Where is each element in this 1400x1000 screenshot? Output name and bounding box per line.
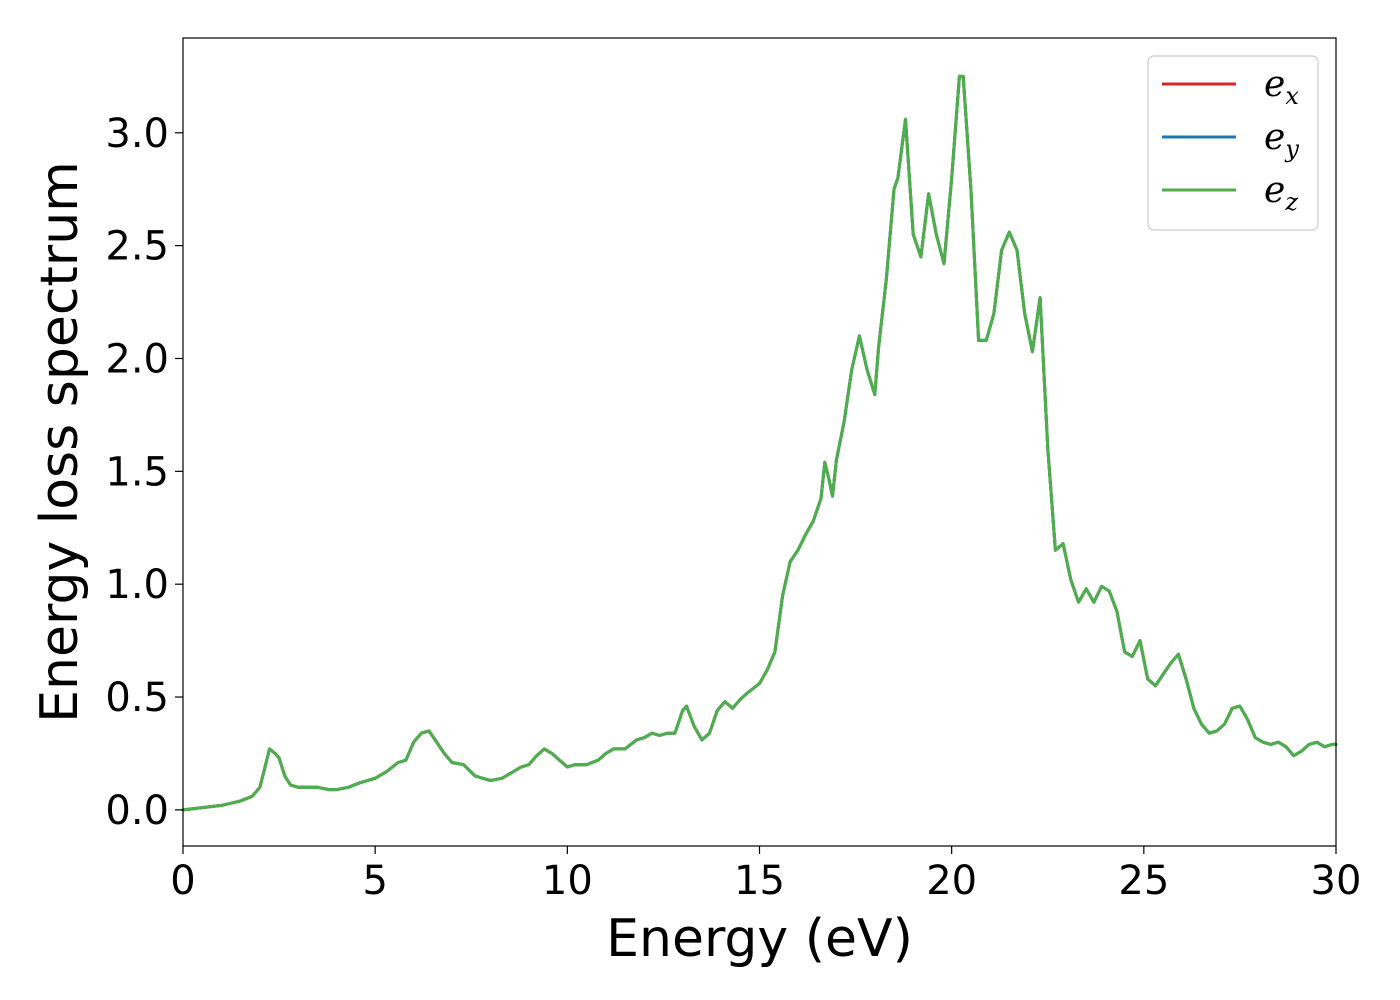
series-lines [181,74,1338,812]
y-tick-label: 0.5 [105,675,169,721]
y-tick-label: 1.0 [105,562,169,608]
x-axis: 0 5 10 15 20 25 30 [170,846,1361,904]
legend-box [1147,55,1319,231]
legend-label-e-z: ez [1264,170,1298,216]
legend-label-e-y: ey [1264,117,1299,163]
series-line-e-z [181,74,1338,812]
x-tick-label: 20 [926,858,977,904]
y-tick-label: 2.5 [105,224,169,270]
y-tick-label: 1.5 [105,449,169,495]
x-tick-label: 30 [1311,858,1362,904]
x-tick-label: 15 [734,858,785,904]
x-axis-label: Energy (eV) [606,909,913,969]
legend: ex ey ez [1147,55,1319,231]
x-tick-label: 10 [542,858,593,904]
x-tick-label: 25 [1118,858,1169,904]
y-axis-label: Energy loss spectrum [30,161,90,723]
y-tick-label: 3.0 [105,111,169,157]
x-tick-label: 5 [362,858,387,904]
y-axis: 0.0 0.5 1.0 1.5 2.0 2.5 3.0 [105,111,183,834]
x-tick-label: 0 [170,858,195,904]
legend-label-e-x: ex [1264,64,1299,110]
y-tick-label: 2.0 [105,336,169,382]
y-tick-label: 0.0 [105,788,169,834]
